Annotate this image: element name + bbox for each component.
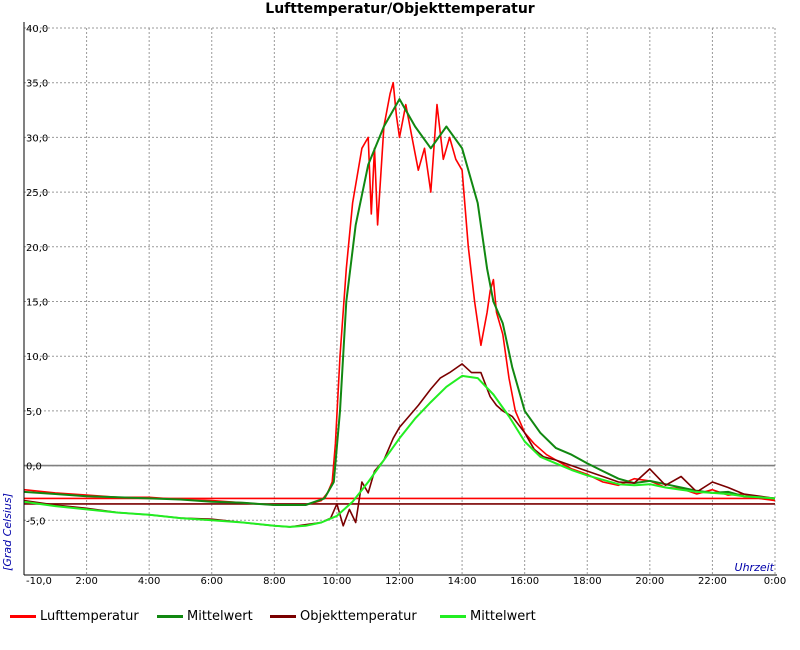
legend-label: Mittelwert: [187, 608, 253, 624]
y-axis-label: [Grad Celsius]: [1, 493, 14, 571]
chart-title: Lufttemperatur/Objekttemperatur: [265, 1, 535, 17]
y-tick-label: 5,0: [26, 407, 42, 418]
x-tick-label: -10,0: [26, 576, 52, 587]
x-tick-label: 0:00: [764, 576, 786, 587]
legend-label: Mittelwert: [470, 608, 536, 624]
legend-item-1: Lufttemperatur: [10, 604, 139, 628]
x-tick-label: 8:00: [263, 576, 285, 587]
x-tick-label: 14:00: [448, 576, 477, 587]
x-tick-label: 6:00: [201, 576, 223, 587]
legend: Lufttemperatur Mittelwert Objekttemperatur…: [0, 604, 800, 630]
legend-item-3: Objekttemperatur: [270, 604, 417, 628]
legend-label: Objekttemperatur: [300, 608, 417, 624]
series-layer: [23, 81, 776, 528]
grid: [24, 27, 776, 575]
y-tick-label: 35,0: [26, 79, 48, 90]
x-axis-label: Uhrzeit: [735, 561, 775, 574]
y-tick-label: 0,0: [26, 462, 42, 473]
legend-swatch: [10, 614, 36, 618]
legend-swatch: [440, 614, 466, 618]
legend-label: Lufttemperatur: [40, 608, 139, 624]
y-tick-label: 40,0: [26, 24, 48, 35]
x-tick-label: 4:00: [138, 576, 160, 587]
x-tick-label: 18:00: [573, 576, 602, 587]
legend-swatch: [270, 614, 296, 618]
axes: [23, 22, 777, 576]
x-tick-label: 22:00: [698, 576, 727, 587]
x-tick-label: 2:00: [75, 576, 97, 587]
y-tick-label: 25,0: [26, 188, 48, 199]
tick-labels: -10,0 2:00 4:00 6:00 8:00 10:00 12:00 14:00 16:0…: [26, 24, 786, 587]
series-line-4: [23, 374, 776, 528]
y-tick-label: 15,0: [26, 298, 48, 309]
y-tick-label: -5,0: [26, 516, 46, 527]
x-tick-label: 10:00: [323, 576, 352, 587]
y-tick-label: 10,0: [26, 352, 48, 363]
legend-item-2: Mittelwert: [157, 604, 253, 628]
legend-swatch: [157, 614, 183, 618]
y-tick-label: 30,0: [26, 133, 48, 144]
y-tick-label: 20,0: [26, 243, 48, 254]
x-tick-label: 12:00: [385, 576, 414, 587]
x-tick-label: 20:00: [635, 576, 664, 587]
x-tick-label: 16:00: [510, 576, 539, 587]
legend-item-4: Mittelwert: [440, 604, 536, 628]
